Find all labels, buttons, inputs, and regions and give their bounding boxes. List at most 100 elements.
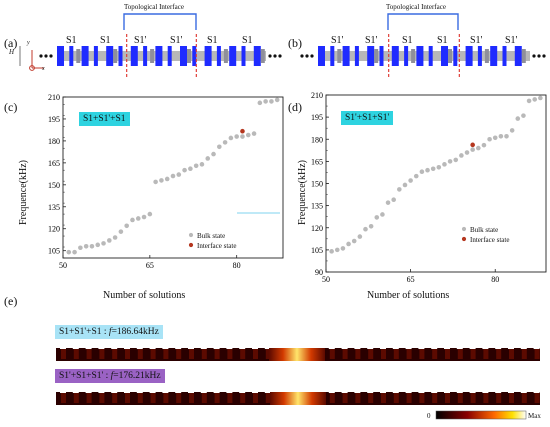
structure-b-ellipsis-left [310, 54, 314, 58]
chart-c-bulk-point [141, 214, 147, 220]
field-map-2-notch [175, 389, 182, 393]
chart-c-bulk-point [263, 99, 268, 104]
structure-b-notch [521, 49, 526, 63]
field-map-2-notch [303, 389, 310, 393]
field-map-1-cell [432, 349, 438, 359]
field-map-1-cell [457, 349, 463, 359]
chart-d-bulk-point [470, 147, 475, 152]
structure-a-ellipsis-left [39, 54, 43, 58]
segment-label-b-6: S1' [505, 35, 518, 46]
field-map-2-cell [176, 393, 182, 403]
chart-d-ytick-label: 135 [311, 202, 323, 211]
chart-d-bulk-point [334, 247, 340, 253]
field-map-1-cell [112, 349, 118, 359]
field-map-2-notch [520, 389, 527, 393]
field-map-1-notch [124, 345, 130, 349]
chart-d-ytick-label: 150 [311, 180, 323, 189]
field-map-2-notch [72, 389, 79, 393]
chart-c-bulk-point [112, 235, 118, 240]
structure-b-block [514, 46, 522, 66]
field-map-1-cell [61, 349, 66, 359]
field-map-1-notch [226, 345, 233, 349]
field-map-1-notch [469, 345, 476, 349]
chart-c-bulk-point [124, 223, 129, 229]
chart-c-bulk-point [95, 242, 101, 248]
structure-a-block [118, 46, 123, 66]
chart-c-frame [62, 96, 284, 259]
field-map-1-notch [98, 345, 105, 349]
field-map-2-cell [86, 393, 92, 403]
chart-c-ytick-label: 120 [48, 225, 60, 234]
field-map-1-cell [99, 349, 105, 359]
chart-d-bulk-point [425, 167, 430, 173]
chart-c-xtick-label: 80 [233, 261, 241, 270]
structure-a-ellipsis-right [268, 54, 272, 58]
chart-d-bulk-point [408, 178, 413, 183]
chart-d-ylabel: Frequence(kHz) [297, 160, 308, 225]
chart-d-legend-interface-marker [461, 236, 467, 242]
structure-b-block [477, 46, 482, 66]
field-map-2-notch [277, 389, 284, 393]
field-map-1-notch [290, 345, 297, 349]
field-map-1-notch [354, 345, 361, 349]
field-map-1-notch [72, 345, 79, 349]
structure-a-ellipsis-left [49, 54, 53, 58]
field-map-2-notch [162, 389, 169, 393]
structure-b-notch [374, 49, 379, 63]
chart-d-legend-bulk-marker [461, 226, 467, 232]
structure-b-base [318, 51, 530, 61]
structure-a-notch [223, 49, 228, 63]
field-map-1-notch [495, 345, 502, 349]
structure-a-notch [187, 49, 191, 63]
chart-c-ytick-label: 135 [48, 203, 60, 212]
panel-label-d: (d) [288, 100, 302, 114]
field-map-1-cell [393, 349, 399, 359]
field-map-2-notch [111, 389, 118, 393]
field-map-1-notch [456, 345, 463, 349]
field-map-2-cell [406, 393, 412, 403]
chart-d-ytick-label: 120 [311, 224, 323, 233]
field-map-1-notch [444, 345, 450, 349]
field-map-2-notch [341, 389, 348, 393]
field-map-2-notch [264, 389, 271, 393]
chart-c-ylabel: Frequence(kHz) [18, 160, 29, 225]
field-map-1-cell [483, 349, 489, 359]
structure-a-block [229, 46, 237, 66]
field-map-1-cell [329, 349, 335, 359]
chart-d-legend-interface: Interface state [470, 236, 510, 244]
field-map-2-notch [469, 389, 476, 393]
structure-b-block [490, 46, 498, 66]
chart-c-ytick-label: 180 [48, 137, 60, 146]
chart-c-bulk-point [176, 172, 182, 177]
field-map-1-tag: S1+S1'+S1 : f=186.64kHz [55, 325, 163, 339]
chart-c-tag: S1+S1'+S1 [79, 112, 130, 126]
structure-b-block [416, 46, 424, 66]
field-map-2-cell [483, 393, 489, 403]
field-map-2-cell [137, 393, 143, 403]
field-map-2-notch [367, 389, 374, 393]
chart-c-bulk-point [164, 176, 170, 182]
field-map-2-notch [444, 389, 450, 393]
height-label: H [9, 48, 15, 56]
field-map-2-notch [213, 389, 220, 393]
chart-c-ytick-label: 150 [48, 181, 60, 190]
field-map-2-cell [150, 393, 156, 403]
chart-d-bulk-point [351, 238, 357, 244]
field-map-1-cell [521, 349, 527, 359]
structure-a-block [57, 46, 64, 66]
chart-d-bulk-point [532, 97, 538, 102]
field-map-2-cell [163, 393, 169, 403]
structure-b-notch [337, 49, 342, 63]
chart-d-bulk-point [368, 223, 374, 229]
field-map-2-cell [534, 393, 540, 403]
chart-d-bulk-point [538, 95, 543, 101]
chart-d-ytick-label: 90 [315, 268, 323, 277]
structure-a-block [241, 46, 246, 66]
field-map-1-cell [381, 349, 386, 359]
structure-a-block [93, 46, 98, 66]
structure-a-block [155, 46, 163, 66]
structure-b-block [441, 46, 448, 66]
chart-d-bulk-point [374, 215, 380, 220]
chart-d-bulk-point [481, 142, 487, 148]
field-map-1-notch [367, 345, 374, 349]
